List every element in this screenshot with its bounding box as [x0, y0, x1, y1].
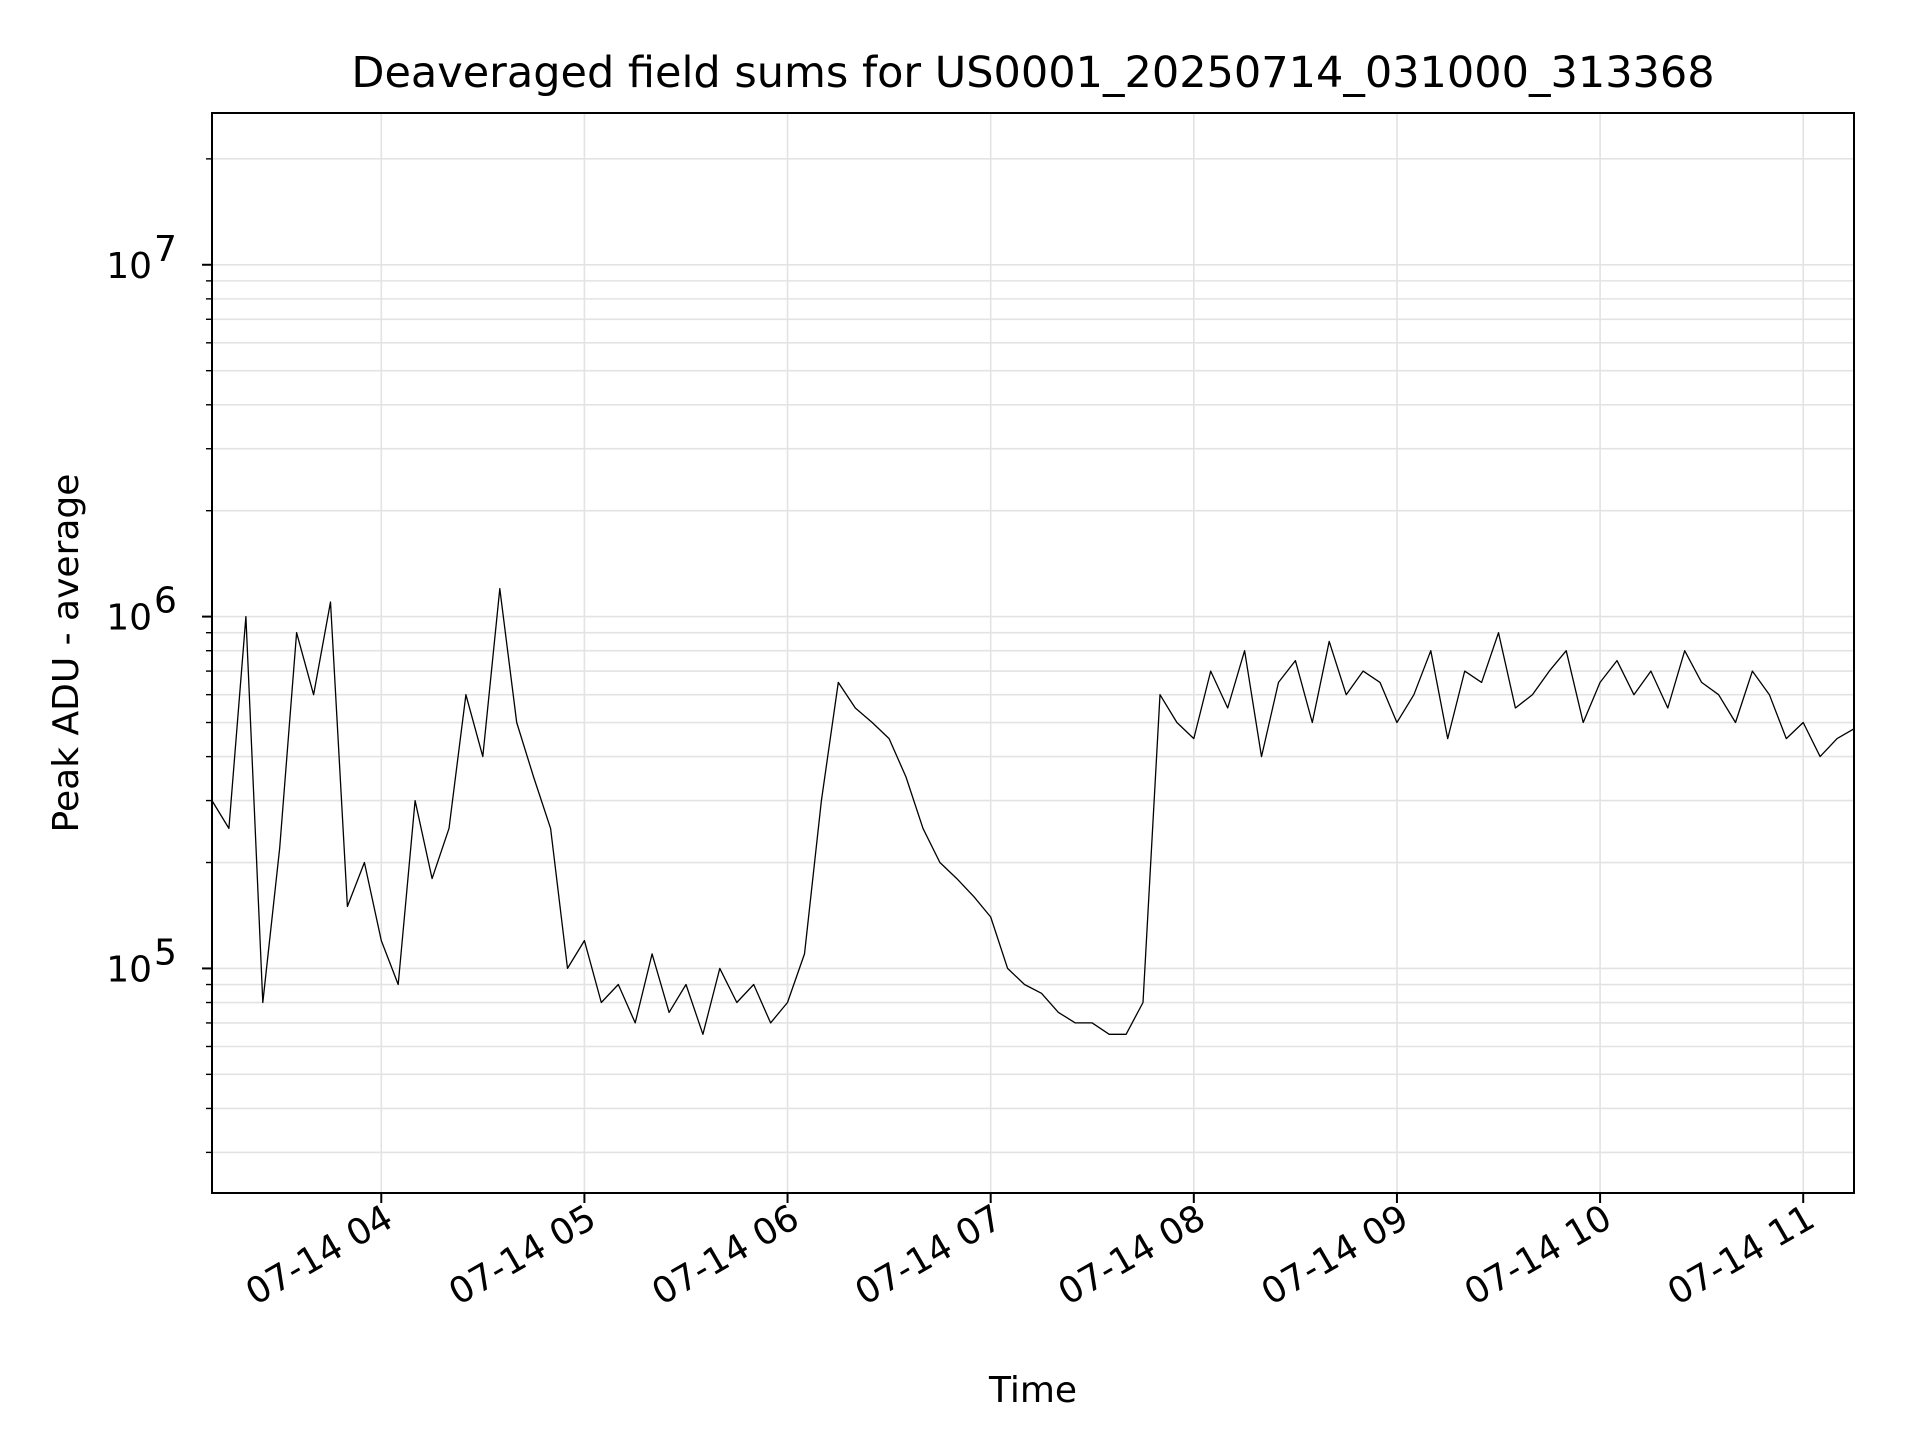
y-tick-label: 10: [106, 246, 152, 287]
x-axis-label: Time: [988, 1370, 1077, 1411]
x-tick-label: 07-14 06: [645, 1197, 806, 1313]
y-tick-base: 10: [106, 246, 152, 287]
y-tick-exponent: 7: [154, 229, 177, 270]
y-tick-label: 10: [106, 598, 152, 639]
y-tick-base: 10: [106, 598, 152, 639]
x-tick-label: 07-14 10: [1458, 1197, 1619, 1313]
x-tick-label: 07-14 05: [442, 1197, 603, 1313]
x-tick-label: 07-14 07: [849, 1197, 1010, 1313]
plot-frame: [211, 112, 1855, 1194]
series-line-0: [211, 588, 1855, 1035]
x-tick-label: 07-14 08: [1052, 1197, 1213, 1313]
grid-layer: [212, 113, 1854, 1193]
x-tick-label: 07-14 04: [239, 1197, 400, 1313]
series-layer: [211, 588, 1855, 1035]
y-tick-exponent: 5: [154, 932, 177, 973]
y-axis-label: Peak ADU - average: [46, 474, 87, 833]
x-tick-label: 07-14 09: [1255, 1197, 1416, 1313]
y-tick-exponent: 6: [154, 581, 177, 622]
y-tick-label: 10: [106, 949, 152, 990]
chart-title: Deaveraged field sums for US0001_2025071…: [351, 48, 1714, 98]
x-tick-label: 07-14 11: [1661, 1197, 1822, 1313]
y-tick-base: 10: [106, 949, 152, 990]
